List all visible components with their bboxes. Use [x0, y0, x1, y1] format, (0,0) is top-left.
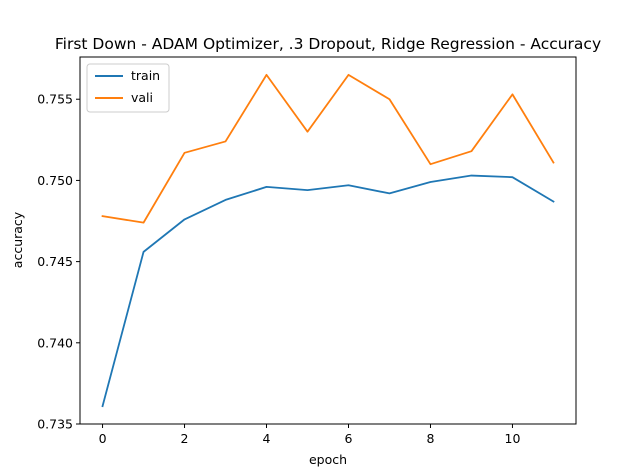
data-point-vali — [224, 140, 226, 142]
data-point-train — [101, 405, 103, 407]
series-lines — [101, 73, 555, 408]
x-tick-label: 6 — [345, 431, 353, 446]
x-tick-label: 2 — [181, 431, 189, 446]
data-point-vali — [470, 150, 472, 152]
data-point-train — [306, 189, 308, 191]
data-point-train — [470, 174, 472, 176]
data-point-vali — [347, 74, 349, 76]
data-point-vali — [388, 98, 390, 100]
data-point-train — [552, 200, 554, 202]
x-axis-label: epoch — [309, 452, 347, 467]
y-tick-label: 0.735 — [37, 417, 73, 432]
y-tick-label: 0.750 — [37, 173, 73, 188]
x-tick-label: 10 — [505, 431, 521, 446]
data-point-vali — [511, 93, 513, 95]
legend-label-train: train — [131, 68, 160, 83]
y-axis-ticks: 0.735 0.740 0.745 0.750 0.755 — [37, 92, 80, 432]
x-tick-label: 0 — [99, 431, 107, 446]
series-line-train — [101, 174, 555, 408]
plot-frame — [79, 56, 577, 425]
data-point-vali — [142, 221, 144, 223]
data-point-vali — [265, 74, 267, 76]
y-tick-label: 0.755 — [37, 92, 73, 107]
data-point-vali — [552, 161, 554, 163]
data-point-train — [224, 199, 226, 201]
x-tick-label: 4 — [263, 431, 271, 446]
x-axis-ticks: 0 2 4 6 8 10 — [99, 424, 521, 446]
legend: train vali — [86, 63, 170, 113]
data-point-vali — [306, 130, 308, 132]
legend-label-vali: vali — [131, 90, 153, 105]
data-point-train — [347, 184, 349, 186]
y-axis-label: accuracy — [10, 211, 25, 268]
series-line-vali — [101, 73, 555, 224]
data-point-vali — [183, 152, 185, 154]
x-tick-label: 8 — [427, 431, 435, 446]
data-point-train — [183, 218, 185, 220]
data-point-train — [429, 181, 431, 183]
chart-title: First Down - ADAM Optimizer, .3 Dropout,… — [55, 35, 601, 53]
data-point-train — [265, 186, 267, 188]
data-point-train — [511, 176, 513, 178]
y-tick-label: 0.745 — [37, 254, 73, 269]
data-point-vali — [429, 163, 431, 165]
data-point-train — [142, 251, 144, 253]
data-point-train — [388, 192, 390, 194]
y-tick-label: 0.740 — [37, 335, 73, 350]
data-point-vali — [101, 215, 103, 217]
